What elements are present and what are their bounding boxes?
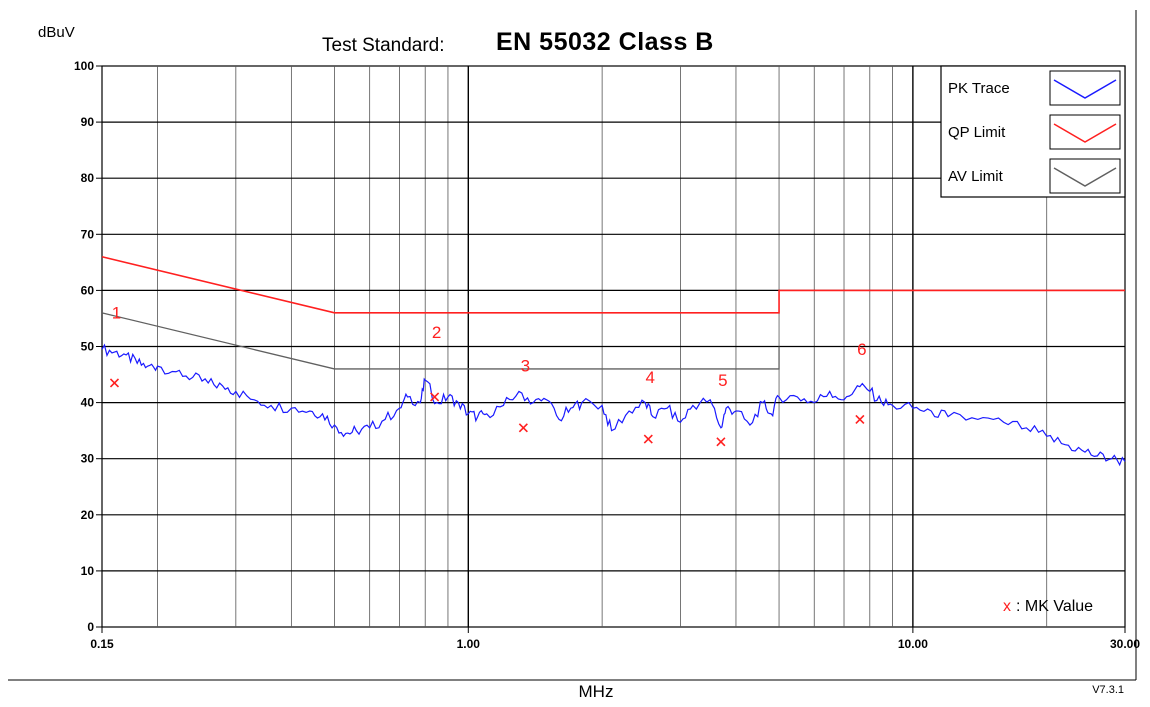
- x-tick-label: 0.15: [90, 637, 114, 651]
- legend-swatch-line: [1053, 167, 1117, 187]
- legend-swatch-box: [1049, 158, 1121, 194]
- x-axis-ticks: 0.15 1.00 10.00 30.00: [90, 627, 1140, 651]
- y-tick-label: 50: [81, 340, 95, 354]
- y-tick-label: 70: [81, 227, 95, 241]
- y-tick-label: 30: [81, 452, 95, 466]
- version-label: V7.3.1: [1092, 684, 1124, 696]
- grid: [102, 66, 1125, 627]
- qp-limit-line: [101, 255, 1125, 314]
- pk-trace-line: [101, 343, 1126, 467]
- y-tick-label: 60: [81, 283, 95, 297]
- title-prefix: Test Standard:: [322, 35, 445, 56]
- marker-number-label: 2: [432, 323, 441, 342]
- chart-title: EN 55032 Class B: [496, 28, 714, 56]
- mk-legend-label: : MK Value: [1016, 598, 1093, 615]
- y-tick-label: 0: [87, 620, 94, 634]
- mk-legend: x : MK Value: [1003, 598, 1093, 615]
- marker-number-label: 5: [718, 371, 727, 390]
- x-axis-label: MHz: [579, 682, 614, 701]
- marker-number-label: 4: [646, 368, 655, 387]
- mk-x-stroke: [109, 378, 120, 388]
- y-tick-label: 20: [81, 508, 95, 522]
- mk-value-marker: [855, 414, 865, 424]
- mk-x-stroke: [716, 437, 726, 447]
- mk-x-stroke: [855, 414, 865, 424]
- y-tick-label: 10: [81, 564, 95, 578]
- av-limit-line: [101, 312, 780, 370]
- legend-swatch-line: [1053, 79, 1117, 99]
- mk-value-marker: [109, 378, 120, 388]
- legend-swatch-box: [1049, 70, 1121, 106]
- legend-entry-label: QP Limit: [948, 124, 1006, 141]
- x-tick-label: 30.00: [1110, 637, 1140, 651]
- y-unit-label: dBuV: [38, 24, 75, 41]
- mk-value-marker: [430, 392, 440, 402]
- markers-group: 1 2 3 4 5 6: [109, 303, 867, 447]
- mk-x-stroke: [430, 392, 440, 402]
- legend-entry-label: AV Limit: [948, 168, 1004, 185]
- series-group: [101, 255, 1126, 467]
- marker-number-label: 6: [857, 340, 866, 359]
- legend: PK Trace QP Limit AV Limit: [940, 65, 1126, 198]
- mk-value-marker: [716, 437, 726, 447]
- y-tick-label: 40: [81, 396, 95, 410]
- legend-swatch-line: [1053, 123, 1117, 143]
- y-axis-ticks: 0 10 20 30 40 50 60 70 80 90 100: [74, 59, 102, 634]
- mk-value-marker: [643, 434, 653, 444]
- mk-x-stroke: [643, 434, 653, 444]
- marker-number-label: 3: [521, 357, 530, 376]
- mk-value-marker: [518, 423, 528, 433]
- legend-entry-label: PK Trace: [948, 80, 1010, 97]
- y-tick-label: 80: [81, 171, 95, 185]
- y-tick-label: 90: [81, 115, 95, 129]
- legend-swatch-box: [1049, 114, 1121, 150]
- marker-number-label: 1: [112, 303, 121, 322]
- x-tick-label: 1.00: [457, 637, 481, 651]
- mk-symbol: x: [1003, 598, 1011, 615]
- mk-x-stroke: [518, 423, 528, 433]
- y-tick-label: 100: [74, 59, 94, 73]
- x-tick-label: 10.00: [898, 637, 928, 651]
